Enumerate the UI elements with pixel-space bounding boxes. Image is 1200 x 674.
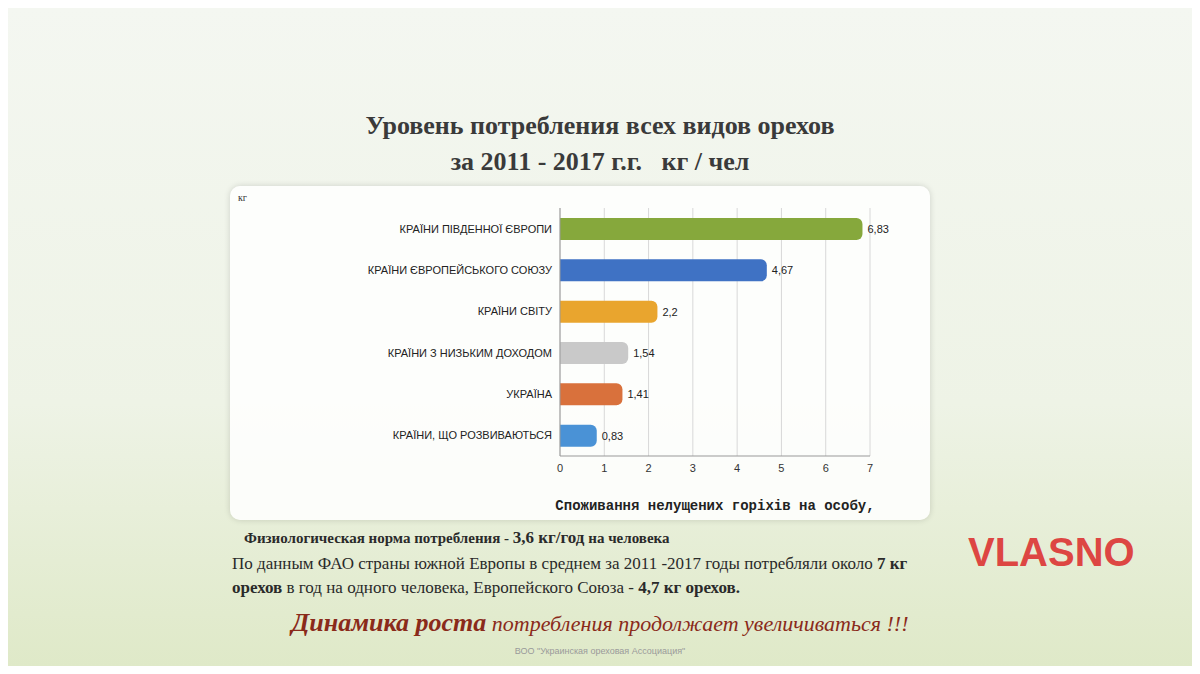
html-text:ВОО "Украинская ореховая Ассоц: ВОО "Украинская ореховая Ассоциация" (514, 646, 686, 656)
svg-text:6: 6 (823, 462, 829, 474)
html-text:кг: кг (238, 192, 247, 203)
svg-text:0,83: 0,83 (602, 430, 623, 442)
svg-text:КРАЇНИ З НИЗЬКИМ ДОХОДОМ: КРАЇНИ З НИЗЬКИМ ДОХОДОМ (388, 347, 552, 359)
svg-text:КРАЇНИ ЄВРОПЕЙСЬКОГО СОЮЗУ: КРАЇНИ ЄВРОПЕЙСЬКОГО СОЮЗУ (368, 264, 553, 276)
html-text:По данным ФАО страны южной Евр: По данным ФАО страны южной Европы в сред… (232, 554, 908, 597)
svg-text:1,54: 1,54 (633, 347, 654, 359)
html-text:Уровень потребления всех видов: Уровень потребления всех видов орехов (365, 111, 835, 140)
svg-text:КРАЇНИ СВІТУ: КРАЇНИ СВІТУ (478, 305, 553, 317)
svg-text:4: 4 (734, 462, 740, 474)
svg-text:КРАЇНИ ПІВДЕННОЇ ЄВРОПИ: КРАЇНИ ПІВДЕННОЇ ЄВРОПИ (400, 223, 552, 235)
html-text:Физиологическая норма потребле: Физиологическая норма потребления -3,6 к… (244, 528, 670, 547)
svg-text:6,83: 6,83 (867, 223, 888, 235)
html-text:Динамика роста потребления про: Динамика роста потребления продолжает ув… (291, 608, 909, 637)
svg-text:2: 2 (646, 462, 652, 474)
svg-text:УКРАЇНА: УКРАЇНА (506, 388, 552, 400)
svg-text:2,2: 2,2 (662, 306, 677, 318)
svg-text:0: 0 (557, 462, 563, 474)
svg-text:1: 1 (601, 462, 607, 474)
svg-text:КРАЇНИ, ЩО РОЗВИВАЮТЬСЯ: КРАЇНИ, ЩО РОЗВИВАЮТЬСЯ (393, 429, 552, 441)
svg-text:3: 3 (690, 462, 696, 474)
svg-text:Споживання нелущених горіхів н: Споживання нелущених горіхів на особу, (555, 498, 874, 514)
html-text:за 2011 - 2017 г.г. кг / чел: за 2011 - 2017 г.г. кг / чел (450, 147, 750, 176)
svg-text:5: 5 (778, 462, 784, 474)
svg-text:1,41: 1,41 (627, 388, 648, 400)
svg-text:7: 7 (867, 462, 873, 474)
html-text:VLASNO: VLASNO (968, 530, 1135, 574)
svg-text:4,67: 4,67 (772, 264, 793, 276)
